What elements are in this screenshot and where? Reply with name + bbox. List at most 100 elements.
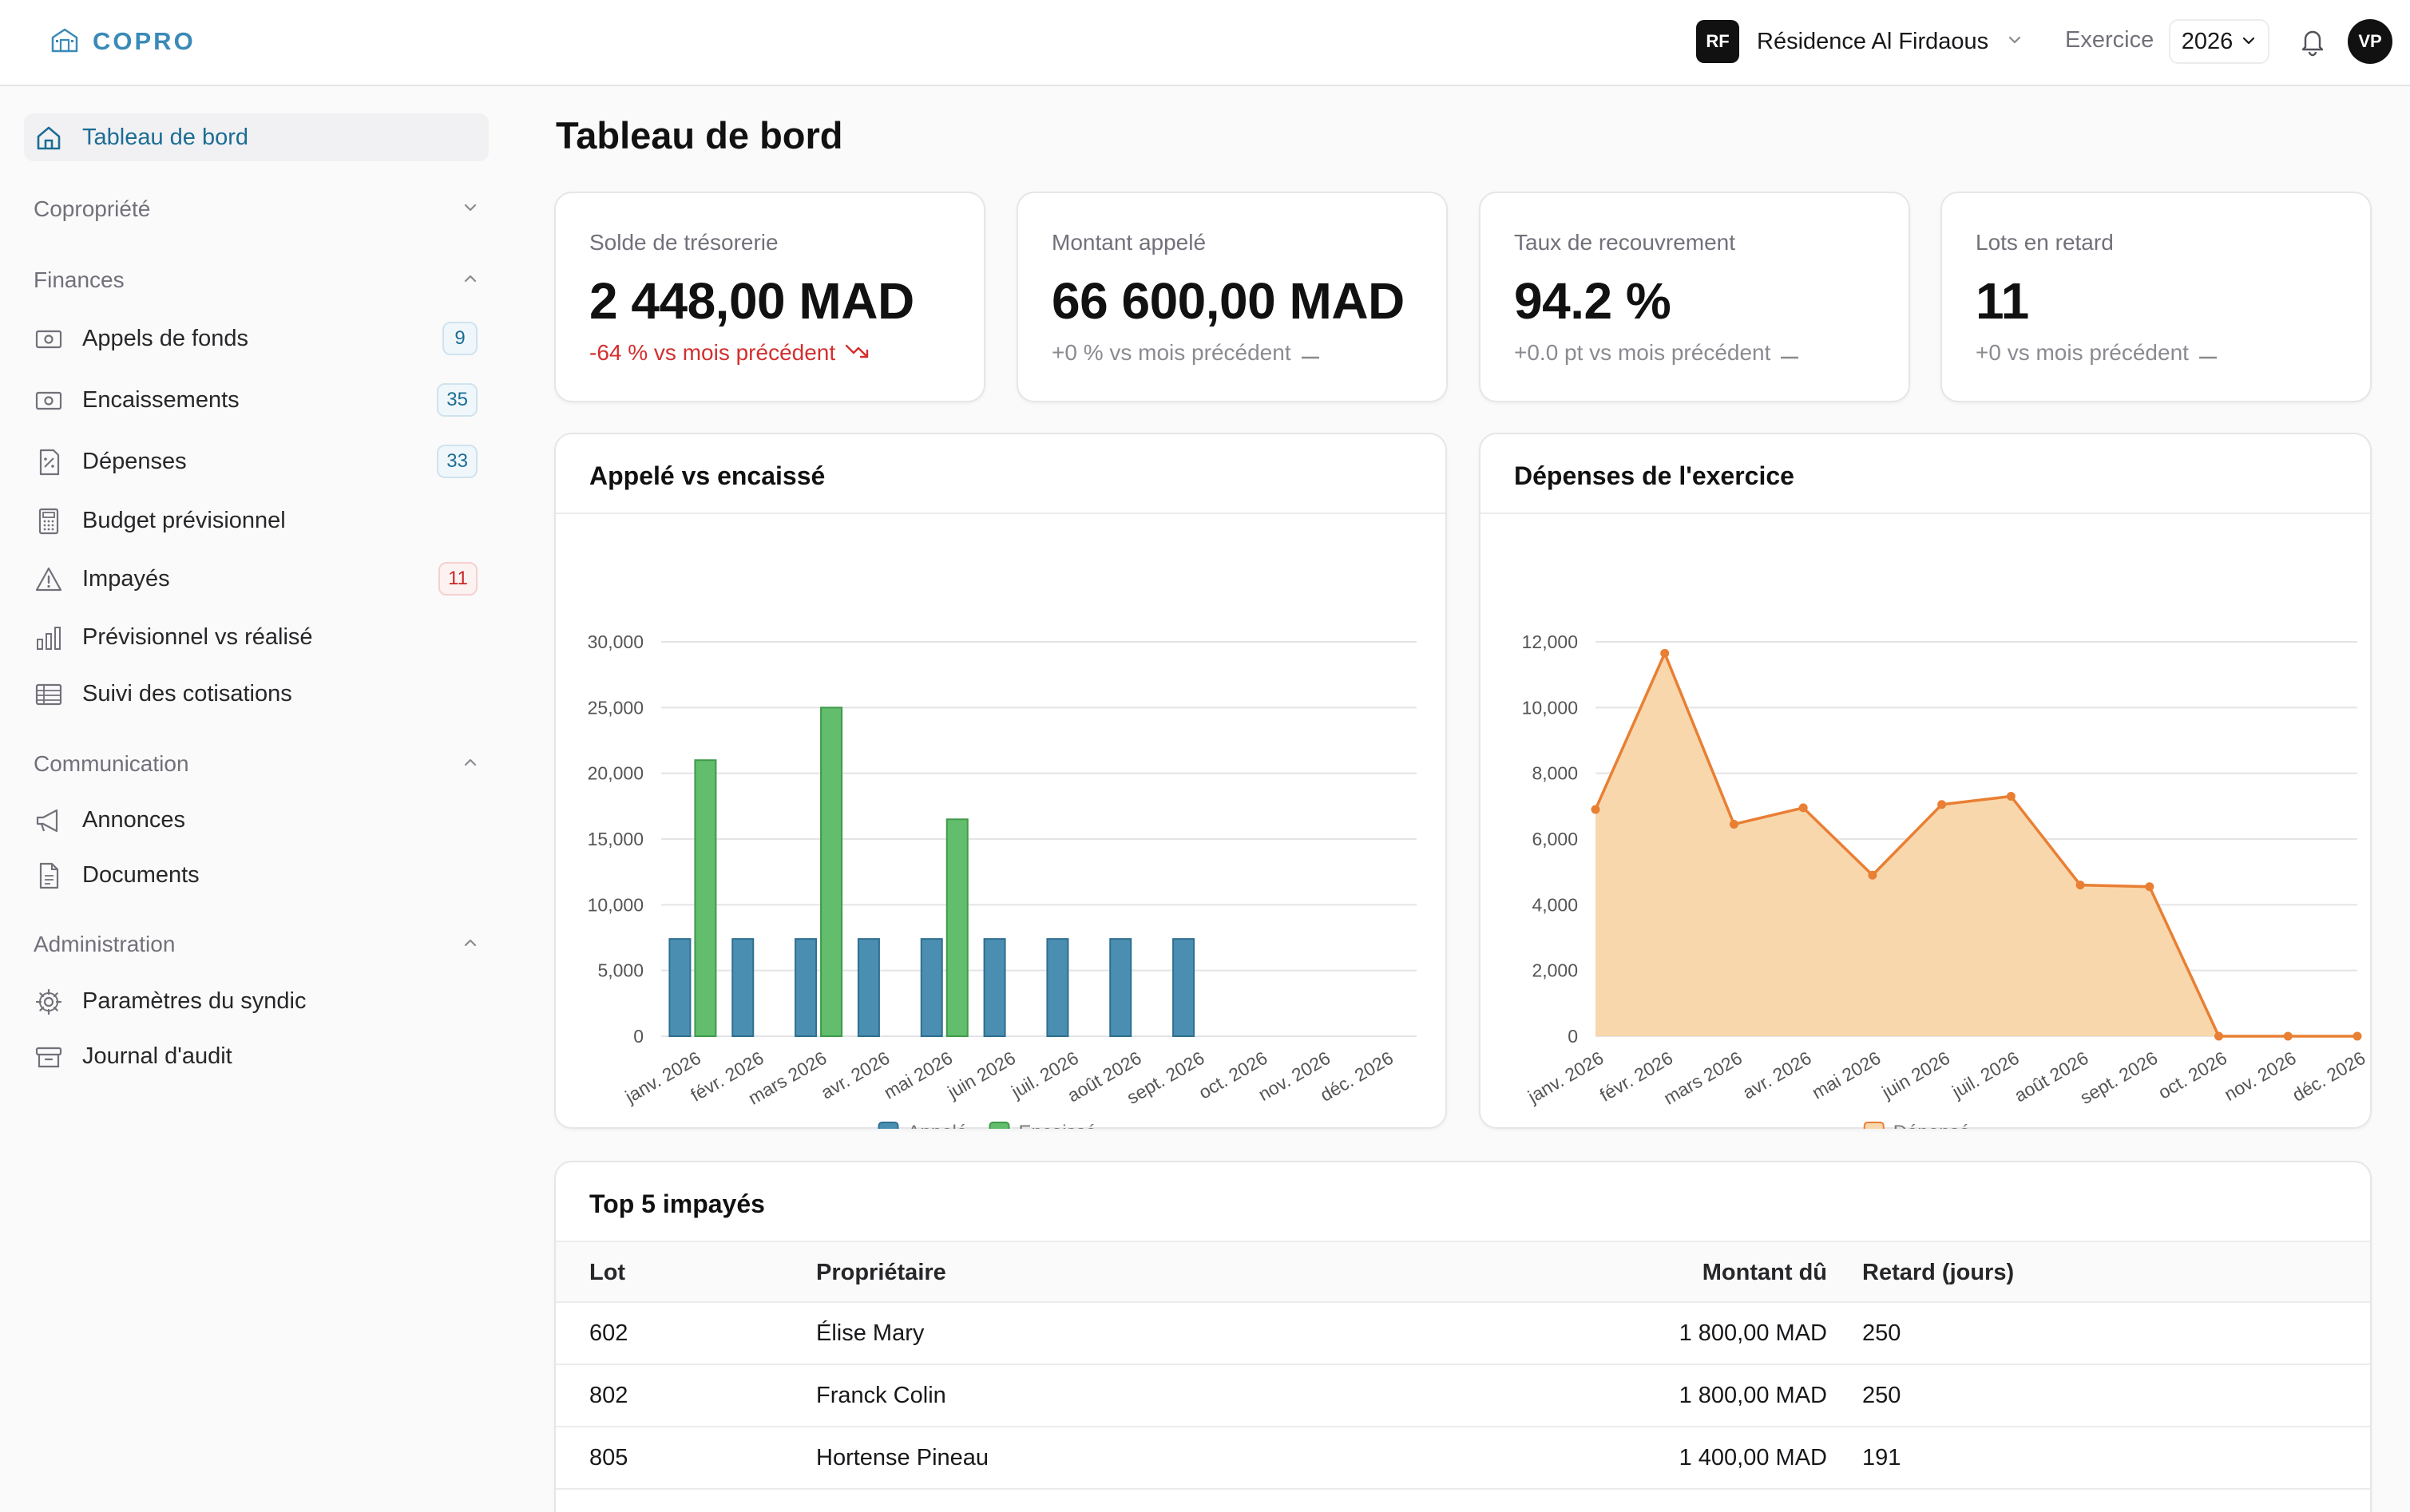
table-row[interactable]: 802 Franck Colin 1 800,00 MAD 250 bbox=[556, 1365, 2370, 1427]
trending-down-icon bbox=[845, 340, 870, 366]
count-badge: 35 bbox=[437, 383, 478, 417]
section-toggle-communication[interactable]: Communication bbox=[34, 746, 479, 782]
receipt-icon bbox=[34, 447, 64, 477]
kpi-value: 94.2 % bbox=[1514, 272, 1671, 330]
brand-logo[interactable]: COPRO bbox=[50, 24, 196, 59]
sidebar-item-label: Paramètres du syndic bbox=[82, 988, 307, 1014]
sidebar-item-previsionnel-vs-realise[interactable]: Prévisionnel vs réalisé bbox=[24, 613, 489, 661]
sidebar-item-label: Dépenses bbox=[82, 448, 187, 474]
x-tick-label: juin 2026 bbox=[943, 1047, 1019, 1103]
sidebar-item-journal-d-audit[interactable]: Journal d'audit bbox=[24, 1032, 489, 1080]
kpi-card-lots-en-retard: Lots en retard 11 +0 vs mois précédent bbox=[1940, 192, 2372, 402]
column-header-amount[interactable]: Montant dû bbox=[1702, 1260, 1827, 1285]
sidebar-item-documents[interactable]: Documents bbox=[24, 851, 489, 899]
data-point bbox=[1591, 805, 1600, 814]
bar-appelé bbox=[668, 938, 692, 1037]
data-point bbox=[2006, 791, 2016, 801]
section-toggle-copropriete[interactable]: Copropriété bbox=[34, 191, 479, 228]
bar-chart-icon bbox=[34, 623, 64, 653]
cell-amount: 1 800,00 MAD bbox=[1679, 1320, 1827, 1346]
table-row[interactable]: 602 Élise Mary 1 800,00 MAD 250 bbox=[556, 1303, 2370, 1365]
residence-selector[interactable]: RF Résidence Al Firdaous bbox=[1696, 19, 2024, 64]
kpi-card-montant-appele: Montant appelé 66 600,00 MAD +0 % vs moi… bbox=[1017, 192, 1448, 402]
archive-icon bbox=[34, 1042, 64, 1072]
column-header-delay[interactable]: Retard (jours) bbox=[1862, 1260, 2015, 1285]
data-point bbox=[1868, 870, 1877, 880]
sidebar-item-label: Budget prévisionnel bbox=[82, 507, 286, 533]
year-select[interactable]: 2026 bbox=[2169, 19, 2269, 64]
kpi-label: Lots en retard bbox=[1976, 230, 2114, 255]
count-badge: 9 bbox=[442, 322, 478, 355]
legend-label: Encaissé bbox=[1019, 1122, 1096, 1129]
kpi-value: 11 bbox=[1976, 272, 2029, 330]
section-label: Communication bbox=[34, 751, 189, 776]
x-tick-label: nov. 2026 bbox=[2221, 1047, 2300, 1105]
sidebar-item-parametres-du-syndic[interactable]: Paramètres du syndic bbox=[24, 977, 489, 1025]
x-tick-label: avr. 2026 bbox=[1739, 1047, 1815, 1103]
y-tick-label: 5,000 bbox=[597, 960, 644, 981]
kpi-delta-text: +0 vs mois précédent bbox=[1976, 340, 2189, 365]
sidebar-item-encaissements[interactable]: Encaissements 35 bbox=[24, 376, 489, 424]
sidebar-item-label: Appels de fonds bbox=[82, 325, 248, 351]
kpi-card-solde-tresorerie: Solde de trésorerie 2 448,00 MAD -64 % v… bbox=[554, 192, 985, 402]
section-toggle-finances[interactable]: Finances bbox=[34, 262, 479, 299]
exercice-label: Exercice bbox=[2065, 27, 2154, 53]
legend-label: Appelé bbox=[908, 1122, 968, 1129]
user-avatar[interactable]: VP bbox=[2348, 19, 2392, 64]
sidebar-item-impayes[interactable]: Impayés 11 bbox=[24, 555, 489, 603]
chevron-down-icon bbox=[462, 199, 479, 220]
bar-chart: 30,000 25,000 20,000 15,000 10,000 5,000 0janv… bbox=[588, 631, 1417, 1129]
bar-appelé bbox=[857, 938, 880, 1037]
megaphone-icon bbox=[34, 805, 64, 836]
data-point bbox=[1798, 803, 1808, 813]
sidebar-item-label: Suivi des cotisations bbox=[82, 680, 292, 707]
sidebar-item-appels-de-fonds[interactable]: Appels de fonds 9 bbox=[24, 315, 489, 362]
y-tick-label: 4,000 bbox=[1532, 894, 1578, 915]
column-header-lot[interactable]: Lot bbox=[589, 1260, 626, 1285]
data-point bbox=[2353, 1031, 2362, 1041]
sidebar-item-depenses[interactable]: Dépenses 33 bbox=[24, 437, 489, 485]
flat-trend-icon bbox=[1301, 340, 1320, 366]
y-tick-label: 15,000 bbox=[588, 829, 644, 849]
cell-lot: 602 bbox=[589, 1320, 628, 1346]
notifications-bell-icon[interactable] bbox=[2295, 24, 2330, 59]
chevron-up-icon bbox=[462, 934, 479, 956]
data-point bbox=[2145, 882, 2154, 892]
data-point bbox=[1729, 819, 1738, 829]
y-tick-label: 25,000 bbox=[588, 697, 644, 718]
data-point bbox=[1937, 800, 1947, 809]
sidebar-item-label: Tableau de bord bbox=[82, 124, 248, 150]
year-value: 2026 bbox=[2181, 28, 2234, 54]
x-tick-label: déc. 2026 bbox=[1317, 1047, 1397, 1106]
kpi-value: 2 448,00 MAD bbox=[589, 272, 914, 330]
bar-encaissé bbox=[945, 818, 969, 1037]
sidebar-item-suivi-des-cotisations[interactable]: Suivi des cotisations bbox=[24, 670, 489, 718]
x-tick-label: janv. 2026 bbox=[1524, 1047, 1607, 1107]
table-header: Lot Propriétaire Montant dû Retard (jour… bbox=[556, 1241, 2370, 1303]
top-bar: COPRO RF Résidence Al Firdaous Exercice … bbox=[0, 0, 2410, 86]
sidebar-item-annonces[interactable]: Annonces bbox=[24, 796, 489, 844]
y-tick-label: 0 bbox=[633, 1026, 644, 1047]
x-tick-label: mai 2026 bbox=[1808, 1047, 1884, 1103]
residence-name: Résidence Al Firdaous bbox=[1757, 28, 1989, 54]
data-point bbox=[2214, 1031, 2224, 1041]
table-icon bbox=[34, 679, 64, 710]
column-header-owner[interactable]: Propriétaire bbox=[816, 1260, 946, 1285]
divider bbox=[556, 513, 1445, 514]
x-tick-label: juin 2026 bbox=[1877, 1047, 1953, 1103]
sidebar-item-budget-previsionnel[interactable]: Budget prévisionnel bbox=[24, 497, 489, 544]
document-icon bbox=[34, 861, 64, 891]
sidebar-item-dashboard[interactable]: Tableau de bord bbox=[24, 113, 489, 161]
x-tick-label: juil. 2026 bbox=[1948, 1047, 2023, 1102]
page-title: Tableau de bord bbox=[556, 114, 843, 156]
table-row[interactable]: 805 Hortense Pineau 1 400,00 MAD 191 bbox=[556, 1427, 2370, 1490]
building-icon bbox=[50, 26, 80, 57]
banknote-icon bbox=[34, 386, 64, 416]
table-title: Top 5 impayés bbox=[589, 1189, 765, 1218]
legend-swatch bbox=[989, 1122, 1010, 1129]
chart-title: Dépenses de l'exercice bbox=[1514, 461, 1794, 490]
flat-trend-icon bbox=[1780, 340, 1799, 366]
count-badge: 11 bbox=[438, 562, 478, 596]
section-toggle-administration[interactable]: Administration bbox=[34, 926, 479, 963]
